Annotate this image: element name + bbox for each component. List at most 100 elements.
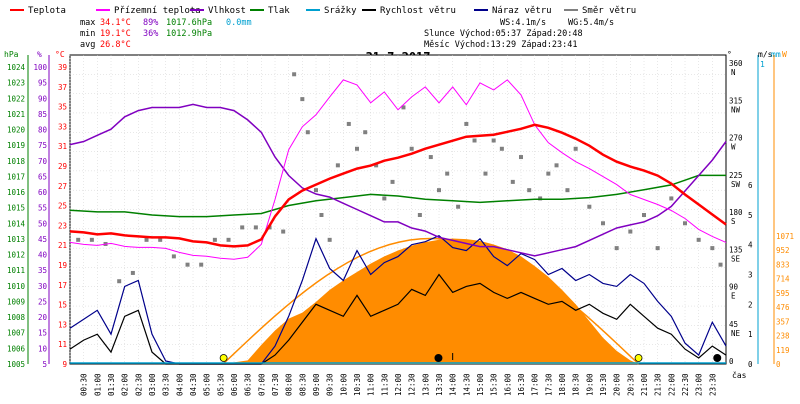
axis-time-tick: 22:00 — [667, 373, 676, 396]
axis-c-tick: 25 — [58, 202, 67, 211]
axis-pct-tick: 50 — [38, 219, 48, 228]
axis-time-tick: 13:00 — [421, 373, 430, 396]
wind-dir-point — [718, 262, 723, 267]
wind-dir-point — [696, 237, 701, 242]
wind-dir-point — [710, 246, 715, 251]
axis-pct-tick: 20 — [38, 313, 48, 322]
axis-dir-label: S — [731, 217, 736, 226]
axis-time-tick: 22:30 — [681, 373, 690, 396]
axis-hpa-tick: 1017 — [7, 172, 25, 181]
wind-dir-point — [437, 188, 441, 193]
legend-label: Teplota — [28, 6, 66, 16]
axis-pct-tick: 55 — [38, 204, 47, 213]
axis-w-tick: 238 — [776, 332, 790, 341]
wind-dir-point — [428, 155, 433, 160]
wind-dir-point — [335, 163, 340, 168]
legend-label: Náraz větru — [492, 6, 552, 16]
axis-dir-tick: 0 — [729, 357, 734, 366]
axis-hpa-tick: 1023 — [7, 79, 25, 88]
axis-pct-tick: 80 — [38, 126, 48, 135]
wind-dir-point — [614, 246, 619, 251]
wind-dir-point — [171, 254, 176, 259]
axis-dir-tick: 90 — [729, 283, 739, 292]
moonset-marker — [713, 354, 722, 362]
axis-hpa-tick: 1021 — [7, 110, 25, 119]
axis-time-tick: 04:00 — [175, 373, 184, 396]
wind-dir-point — [253, 225, 258, 230]
axis-w-tick: 1071 — [776, 232, 794, 241]
axis-c-tick: 33 — [58, 122, 67, 131]
axis-w-tick: 119 — [776, 346, 790, 355]
axis-c-label: °C — [55, 50, 65, 59]
axis-time-tick: 08:30 — [298, 373, 307, 396]
wind-dir-point — [382, 196, 387, 201]
axis-time-tick: 15:00 — [476, 373, 485, 396]
axis-c-tick: 11 — [58, 340, 67, 349]
axis-c-tick: 19 — [58, 261, 67, 270]
wind-dir-point — [527, 188, 532, 193]
wind-dir-point — [669, 196, 674, 201]
stats-max-rain: 0.0mm — [226, 18, 252, 28]
axis-time-tick: 02:00 — [121, 373, 130, 396]
wind-dir-point — [292, 72, 297, 77]
wind-dir-point — [355, 146, 359, 151]
stats-avg-label: avg — [80, 40, 95, 50]
axis-time-tick: 18:30 — [572, 373, 581, 396]
axis-time-tick: 20:30 — [626, 373, 635, 396]
axis-dir-label: SE — [731, 254, 741, 263]
axis-time-tick: 16:00 — [503, 373, 512, 396]
axis-time-tick: 15:30 — [490, 373, 499, 396]
axis-time-tick: 02:30 — [134, 373, 143, 396]
axis-hpa-tick: 1016 — [7, 188, 26, 197]
stats-min-temp: 19.1°C — [100, 29, 131, 39]
legend-label: Přízemní teplota — [114, 6, 201, 16]
axis-pct-tick: 70 — [38, 157, 48, 166]
axis-pct-tick: 40 — [38, 251, 48, 260]
wind-dir-point — [483, 171, 488, 176]
wind-dir-point — [464, 121, 469, 126]
axis-dir-tick: 225 — [729, 171, 743, 180]
legend-label: Tlak — [268, 6, 290, 16]
wind-dir-point — [491, 138, 496, 143]
axis-time-tick: 00:30 — [80, 373, 89, 396]
stats-sun: Slunce Východ:05:37 Západ:20:48 — [424, 29, 583, 39]
wind-dir-point — [199, 262, 204, 267]
axis-c-tick: 9 — [62, 360, 67, 369]
axis-time-tick: 21:00 — [640, 373, 649, 396]
axis-time-tick: 17:30 — [544, 373, 553, 396]
series-temperature — [69, 123, 727, 248]
legend-label: Směr větru — [582, 6, 636, 16]
axis-pct-tick: 5 — [42, 360, 47, 369]
wind-dir-point — [117, 279, 122, 284]
axis-ms-tick: 1 — [748, 330, 753, 339]
wind-dir-point — [573, 146, 578, 151]
axis-hpa-tick: 1013 — [7, 235, 25, 244]
axis-pct-tick: 75 — [38, 141, 47, 150]
axis-ms-tick: 2 — [748, 300, 753, 309]
stats-max-label: max — [80, 18, 95, 28]
axis-dir-tick: 45 — [729, 320, 738, 329]
axis-time-tick: 01:00 — [93, 373, 102, 396]
wind-dir-point — [89, 237, 94, 242]
wind-dir-point — [130, 270, 135, 275]
wind-dir-point — [655, 246, 660, 251]
series-solar-area — [223, 238, 639, 364]
wind-dir-point — [472, 138, 477, 143]
axis-pct-tick: 35 — [38, 266, 47, 275]
axis-ms-tick: 6 — [748, 181, 753, 190]
axis-c-tick: 27 — [58, 182, 67, 191]
stats-ws: WS:4.1m/s — [500, 18, 546, 28]
wind-dir-point — [587, 204, 592, 209]
wind-dir-point — [554, 163, 559, 168]
stats-wg: WG:5.4m/s — [568, 18, 614, 28]
axis-ms-label: m/s — [758, 50, 773, 59]
axis-hpa-tick: 1011 — [7, 266, 25, 275]
axis-time-tick: 05:00 — [203, 373, 212, 396]
axis-pct-tick: 65 — [38, 172, 47, 181]
wind-dir-point — [281, 229, 286, 234]
sunrise-marker — [219, 354, 228, 362]
wind-dir-point — [158, 237, 163, 242]
axis-pct-tick: 45 — [38, 235, 47, 244]
